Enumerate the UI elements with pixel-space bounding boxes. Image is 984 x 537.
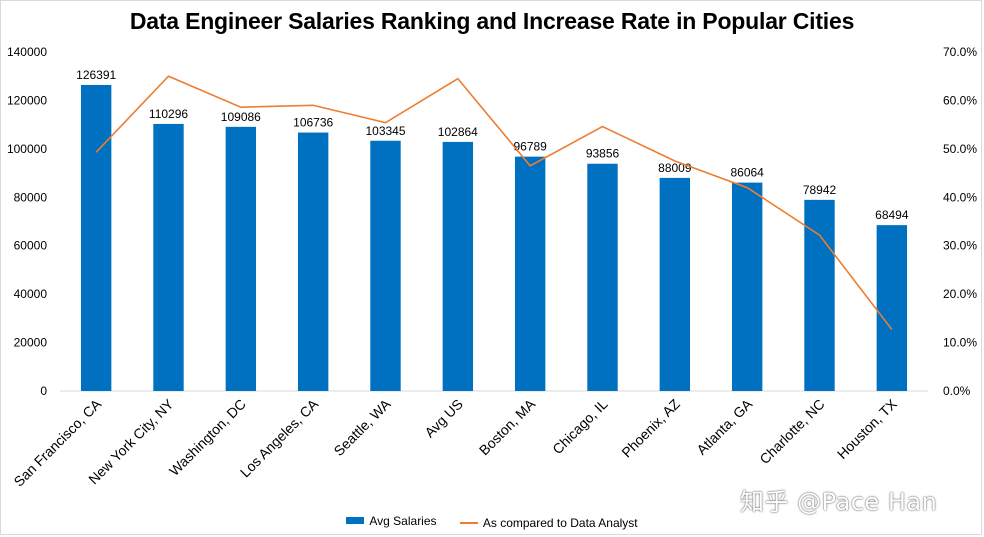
bar-series [80, 84, 908, 392]
category-label: Chicago, IL [549, 396, 611, 458]
salary-bar [659, 177, 691, 391]
salary-bar [442, 141, 474, 391]
salary-data-label: 88009 [658, 161, 692, 175]
right-tick-label: 70.0% [943, 45, 977, 59]
salary-bar [153, 123, 184, 391]
category-label: Washington, DC [166, 396, 249, 479]
salary-data-label: 102864 [438, 125, 478, 139]
left-axis-ticks: 0 20000 40000 60000 80000 100000 120000 140000 [7, 45, 47, 398]
right-tick-label: 30.0% [943, 239, 977, 253]
salary-bar [731, 182, 763, 391]
salary-data-label: 110296 [149, 107, 188, 121]
right-tick-label: 40.0% [943, 190, 977, 204]
salary-bar [225, 126, 257, 391]
rate-line [95, 75, 893, 330]
left-tick-label: 140000 [7, 45, 47, 59]
category-label: Boston, MA [476, 395, 539, 458]
category-label: Los Angeles, CA [237, 395, 322, 480]
salary-data-label: 78942 [803, 183, 837, 197]
right-tick-label: 60.0% [943, 93, 977, 107]
right-tick-label: 50.0% [943, 142, 977, 156]
salary-data-label: 86064 [730, 166, 764, 180]
right-tick-label: 0.0% [943, 384, 971, 398]
left-tick-label: 60000 [14, 239, 48, 253]
salary-bar [876, 225, 908, 391]
salary-data-label: 103345 [365, 124, 405, 138]
legend-item-salaries: Avg Salaries [346, 513, 437, 528]
salary-bar [587, 163, 618, 391]
salary-bar [297, 132, 329, 392]
salary-bar [804, 199, 835, 391]
legend-label-rate: As compared to Data Analyst [482, 516, 638, 530]
left-tick-label: 80000 [14, 190, 48, 204]
legend-swatch-rate [459, 522, 478, 524]
salary-data-label: 96789 [513, 140, 547, 154]
salary-data-label: 68494 [875, 208, 909, 222]
left-tick-label: 0 [40, 384, 47, 398]
category-label: Phoenix, AZ [618, 395, 683, 460]
right-tick-label: 20.0% [943, 287, 977, 301]
category-label: Seattle, WA [330, 395, 394, 459]
left-tick-label: 20000 [14, 336, 48, 350]
legend-item-rate: As compared to Data Analyst [459, 516, 638, 530]
salary-data-label: 126391 [76, 68, 116, 82]
chart-title: Data Engineer Salaries Ranking and Incre… [129, 8, 855, 34]
legend: Avg Salaries As compared to Data Analyst [0, 513, 984, 530]
salary-data-label: 93856 [586, 147, 620, 161]
watermark: 知乎 @Pace Han [740, 488, 938, 516]
category-label: Charlotte, NC [756, 396, 827, 467]
salary-bar [80, 84, 112, 392]
left-tick-label: 100000 [7, 142, 47, 156]
bar-data-labels: 126391 110296 109086 106736 103345 102864 9678… [76, 68, 909, 222]
left-tick-label: 40000 [14, 287, 48, 301]
legend-swatch-salaries [346, 517, 365, 524]
right-tick-label: 10.0% [943, 336, 977, 350]
salary-bar [514, 156, 546, 391]
salary-data-label: 109086 [221, 110, 261, 124]
right-axis-ticks: 0.0% 10.0% 20.0% 30.0% 40.0% 50.0% 60.0% 70.0% [943, 45, 977, 398]
category-label: Atlanta, GA [693, 395, 755, 457]
salary-bar [370, 140, 401, 391]
category-label: Avg US [421, 396, 466, 441]
left-tick-label: 120000 [7, 93, 47, 107]
salary-data-label: 106736 [293, 116, 333, 130]
category-label: Houston, TX [834, 395, 901, 462]
legend-label-salaries: Avg Salaries [369, 513, 437, 528]
